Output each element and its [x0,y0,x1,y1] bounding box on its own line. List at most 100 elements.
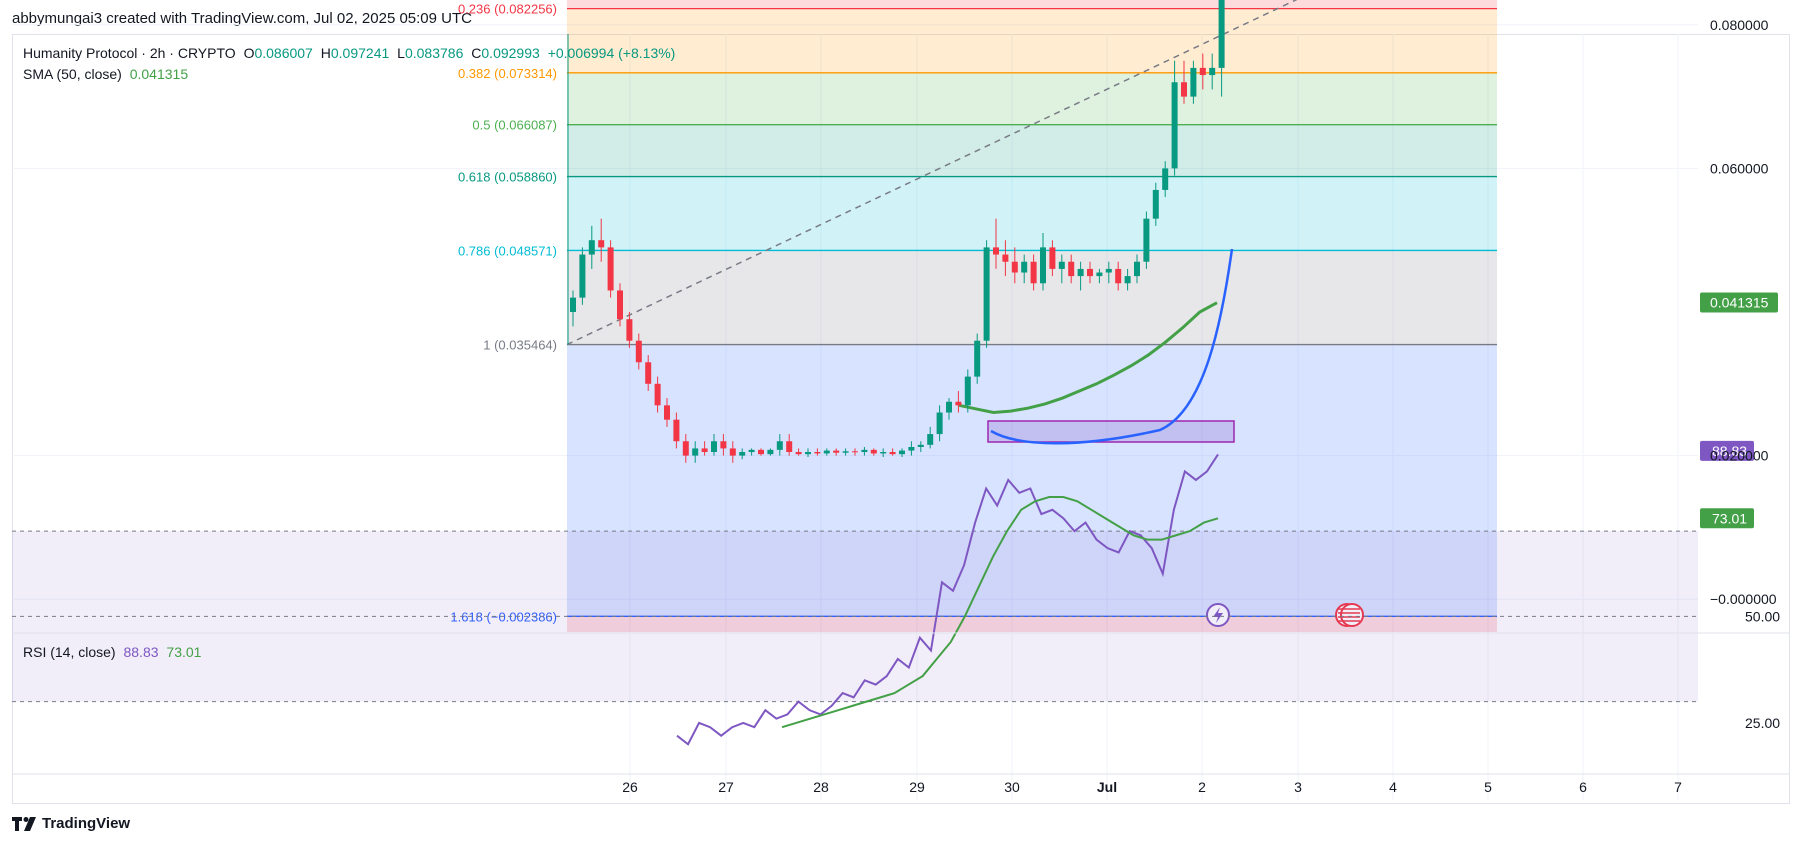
candle [1209,53,1216,90]
candle [682,434,689,463]
candle-body [852,451,858,453]
time-axis-tick: Jul [1097,779,1117,795]
rsi-label: RSI (14, close) [23,644,116,660]
candle [889,448,896,456]
candle-body [720,441,727,449]
candle-body [1124,276,1131,284]
candle-body [1030,261,1037,284]
candle-body [570,297,576,312]
candle [635,333,642,370]
candle [720,434,727,456]
candle [870,448,877,456]
candle-body [1171,82,1178,169]
candle [739,448,746,460]
candle-body [701,448,708,453]
candle [626,312,633,348]
sma50-line [958,301,1218,415]
time-axis-tick: 7 [1674,779,1682,795]
brand-name: TradingView [42,815,131,832]
candle-body [1162,168,1169,190]
candle [993,218,999,269]
candle [880,448,887,458]
symbol-title[interactable]: Humanity Protocol · 2h · CRYPTO [23,45,236,61]
rsi-badge-text: 88.83 [1712,443,1747,459]
rsi-ma-line [781,496,1219,729]
candle [1152,182,1159,226]
time-axis-tick: 30 [1004,779,1020,795]
candle [1002,240,1009,277]
ohlc-legend: Humanity Protocol · 2h · CRYPTO O0.08600… [23,45,679,61]
candle-body [1049,247,1056,269]
candle [899,448,905,458]
candle-body [889,452,896,455]
time-axis-tick: 29 [909,779,925,795]
drawing-overlays [566,0,1364,627]
candle-body [1096,272,1103,277]
candle-body [983,247,990,341]
candle-body [899,450,905,455]
candle-body [880,452,887,454]
candle-body [1115,268,1122,284]
candle-body [607,247,614,291]
candle [729,441,736,463]
rsi-badge [1700,440,1754,461]
candle-body [1011,261,1018,273]
candle-body [739,452,746,456]
rsi-ma-badge [1700,508,1754,529]
sma-legend[interactable]: SMA (50, close) 0.041315 [23,66,192,82]
candle-body [795,452,802,455]
candle-body [748,449,755,453]
rsi-legend[interactable]: RSI (14, close) 88.83 73.01 [23,644,205,660]
candle [842,448,849,456]
candle [767,448,774,456]
price-axis-tick: −0.000000 [1710,591,1777,607]
candle [1011,247,1018,284]
fib-zone [567,344,1497,617]
candle-body [1087,268,1093,277]
candle [1199,53,1206,90]
candle-body [1152,189,1159,219]
tradingview-logo-icon [12,816,36,831]
price-axis-tick: 0.020000 [1710,448,1769,464]
candle-body [833,450,840,453]
fib-level-label: 0.382 (0.073314) [458,66,557,81]
candle-body [1134,261,1140,277]
candle [1134,254,1140,284]
candle [617,283,623,327]
price-axis-tick: 0.060000 [1710,160,1769,176]
candle [588,225,595,269]
sma-value: 0.041315 [129,66,189,82]
fib-zone [567,176,1497,251]
time-axis-tick: 3 [1294,779,1302,795]
fib-zone [567,124,1497,177]
candle-body [1199,67,1206,76]
candle-body [1105,268,1112,273]
candle-body [664,405,670,420]
time-axis-tick: 27 [718,779,734,795]
candle [1040,233,1046,291]
time-axis-tick: 28 [813,779,829,795]
candle [927,426,934,449]
us-flag-event-icon [1335,603,1364,627]
candle [805,448,811,458]
candle-body [729,448,736,456]
candle-body [1218,0,1225,68]
tradingview-logo[interactable]: TradingView [12,815,130,832]
candle [946,398,952,420]
candle-body [1040,247,1046,284]
fib-level-label: 0.5 (0.066087) [472,118,557,133]
candle [1058,254,1065,284]
candle [1218,0,1225,97]
candle-body [964,376,971,406]
rsi-pane: 50.00 25.00 88.83 73.01 [12,440,1780,746]
chart-frame [12,34,1790,804]
candle-body [946,401,952,413]
rsi-ma-value: 73.01 [166,644,202,660]
candle-body [1143,218,1150,262]
open-label: O [243,45,255,61]
candle [692,441,699,463]
rsi-line [676,453,1219,746]
time-axis-tick: 5 [1484,779,1492,795]
rsi-value: 88.83 [123,644,159,660]
